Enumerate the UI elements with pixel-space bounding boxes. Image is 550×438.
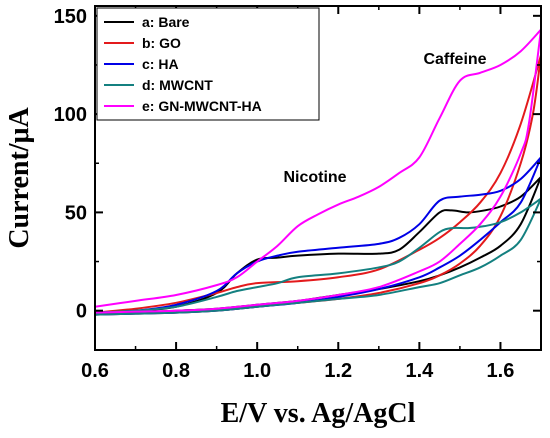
legend: a: Bare b: GO c: HA d: MWCNT e: GN-MWCNT-HA bbox=[96, 7, 320, 121]
series-d-forward-scan bbox=[94, 197, 542, 314]
series-d-reverse-scan bbox=[94, 197, 542, 316]
series-e-reverse-scan bbox=[94, 28, 542, 314]
y-tick-label: 50 bbox=[65, 202, 87, 224]
x-tick-label: 1.0 bbox=[243, 360, 271, 382]
axis-tick-labels: 0.6 0.8 1.0 1.2 1.4 1.6 0 50 100 150 bbox=[54, 6, 515, 382]
y-tick-label: 150 bbox=[54, 6, 87, 28]
x-tick-label: 1.2 bbox=[324, 360, 352, 382]
annotation-caffeine: Caffeine bbox=[423, 51, 486, 68]
annotation-nicotine: Nicotine bbox=[283, 169, 346, 186]
y-axis-title: Current/μA bbox=[4, 107, 35, 249]
plot-curves bbox=[94, 28, 542, 316]
x-axis-title: E/V vs. Ag/AgCl bbox=[221, 398, 416, 429]
y-tick-label: 100 bbox=[54, 104, 87, 126]
y-tick-label: 0 bbox=[76, 301, 87, 323]
legend-label-e: e: GN-MWCNT-HA bbox=[142, 98, 262, 114]
legend-label-d: d: MWCNT bbox=[142, 77, 213, 93]
x-tick-label: 0.6 bbox=[81, 360, 109, 382]
legend-label-a: a: Bare bbox=[142, 14, 190, 30]
axis-ticks bbox=[94, 6, 542, 350]
x-tick-label: 1.6 bbox=[487, 360, 515, 382]
plot-frame bbox=[94, 5, 542, 351]
x-tick-label: 1.4 bbox=[405, 360, 434, 382]
series-c-forward-scan bbox=[94, 156, 542, 314]
legend-items: a: Bare b: GO c: HA d: MWCNT e: GN-MWCNT-HA bbox=[104, 14, 262, 114]
legend-label-b: b: GO bbox=[142, 35, 181, 51]
x-tick-label: 0.8 bbox=[162, 360, 190, 382]
legend-label-c: c: HA bbox=[142, 56, 179, 72]
series-e-forward-scan bbox=[94, 28, 542, 308]
